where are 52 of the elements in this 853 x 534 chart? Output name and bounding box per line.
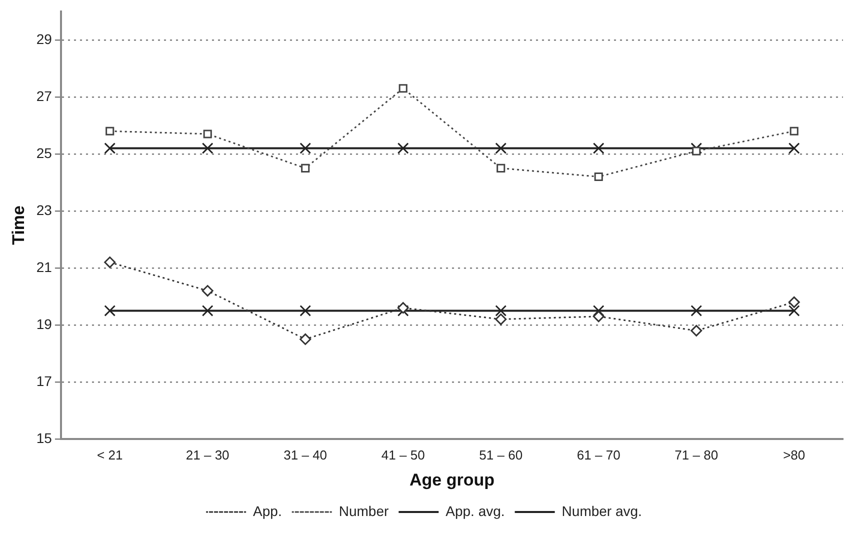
y-tick-label: 21 [36, 258, 52, 275]
y-tick-label: 23 [36, 202, 52, 218]
legend-label: Number [338, 502, 389, 519]
point [203, 130, 212, 138]
x-tick-label: 61 – 70 [576, 447, 620, 462]
x-tick-label: 21 – 30 [186, 447, 230, 462]
point [104, 305, 116, 316]
point [106, 126, 114, 136]
point [592, 142, 604, 154]
legend-label: App. [253, 502, 282, 519]
y-tick-label: 25 [36, 144, 52, 161]
point [495, 142, 507, 154]
legend-label: App. avg. [446, 502, 505, 519]
x-tick-label: >80 [783, 447, 806, 462]
point [592, 310, 604, 322]
point [300, 333, 312, 345]
point [104, 142, 116, 154]
point [592, 305, 604, 316]
point [104, 256, 116, 268]
y-tick-label: 15 [36, 430, 52, 446]
point [202, 285, 214, 297]
legend-label: Number avg. [562, 502, 642, 519]
y-tick-label: 17 [36, 372, 52, 389]
point [788, 296, 800, 308]
point [495, 314, 507, 326]
point [594, 172, 603, 182]
point [788, 305, 800, 316]
point [397, 302, 409, 314]
x-tick-label: < 21 [97, 447, 123, 462]
point [690, 305, 702, 316]
point [788, 142, 800, 154]
x-axis-title: Age group [409, 470, 494, 490]
y-axis-title: Time [8, 206, 28, 245]
point [202, 305, 214, 316]
y-tick-label: 19 [36, 316, 52, 332]
point [301, 164, 310, 172]
point [690, 324, 702, 336]
x-tick-label: 51 – 60 [479, 447, 523, 462]
point [397, 142, 409, 154]
point [496, 164, 506, 172]
point [202, 142, 214, 154]
point [495, 305, 507, 316]
point [398, 84, 408, 93]
x-tick-label: 41 – 50 [381, 447, 425, 462]
x-tick-label: 71 – 80 [674, 447, 718, 462]
x-tick-label: 31 – 40 [284, 447, 328, 462]
point [300, 305, 312, 316]
y-tick-label: 27 [36, 88, 52, 104]
point [692, 146, 701, 156]
y-tick-label: 29 [36, 30, 52, 47]
point [790, 126, 798, 136]
point [300, 142, 312, 154]
